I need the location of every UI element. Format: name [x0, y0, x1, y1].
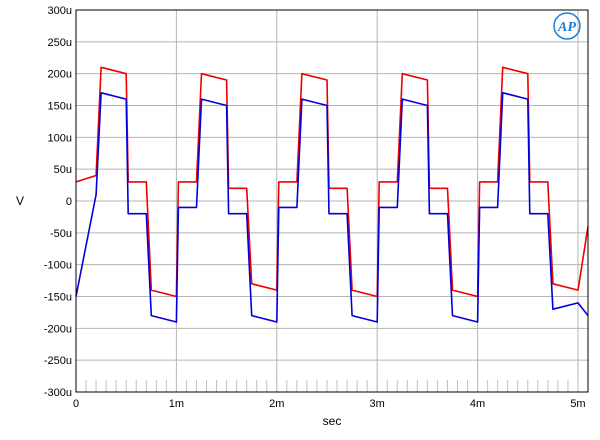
plot-border	[75, 9, 589, 393]
x-tick-label: 1m	[169, 398, 184, 410]
y-tick-label: 0	[66, 196, 72, 208]
ap-logo: AP	[553, 12, 581, 40]
y-tick-label: 250u	[48, 37, 72, 49]
y-tick-label: -300u	[44, 387, 72, 399]
x-tick-label: 4m	[470, 398, 485, 410]
x-tick-label: 5m	[570, 398, 585, 410]
series-group	[75, 66, 589, 323]
y-tick-label: 300u	[48, 5, 72, 17]
x-axis-title: sec	[323, 414, 342, 428]
y-tick-label: -250u	[44, 355, 72, 367]
series-line-1	[75, 92, 589, 323]
grid	[75, 9, 588, 393]
y-axis-title: V	[16, 194, 24, 208]
y-tick-label: 100u	[48, 132, 72, 144]
y-tick-label: 200u	[48, 69, 72, 81]
y-tick-label: 50u	[54, 164, 72, 176]
ap-logo-text: AP	[557, 20, 576, 35]
x-tick-label: 2m	[269, 398, 284, 410]
y-tick-label: 150u	[48, 101, 72, 113]
y-tick-label: -200u	[44, 323, 72, 335]
y-tick-label: -150u	[44, 292, 72, 304]
y-tick-label: -50u	[50, 228, 72, 240]
x-tick-labels: 0 1m 2m 3m 4m 5m	[73, 398, 586, 410]
x-tick-label: 0	[73, 398, 79, 410]
y-tick-labels: 300u 250u 200u 150u 100u 50u 0 -50u -100u -150u -2…	[44, 5, 72, 399]
y-tick-label: -100u	[44, 260, 72, 272]
x-tick-label: 3m	[370, 398, 385, 410]
